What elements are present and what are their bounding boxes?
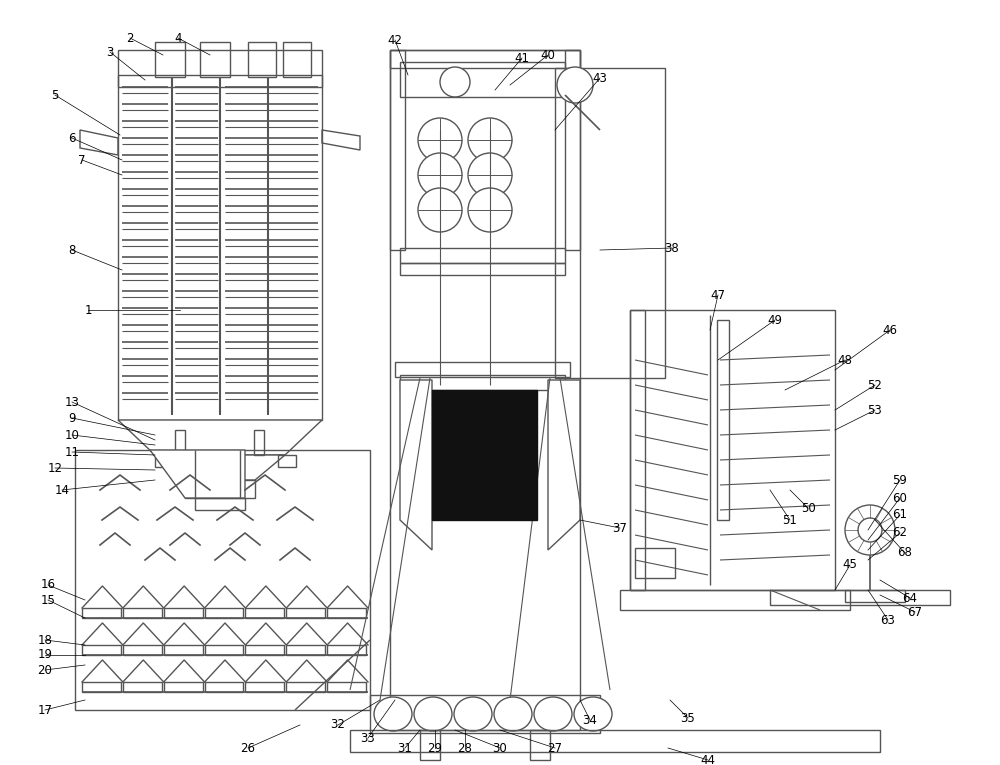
Ellipse shape — [494, 697, 532, 731]
Text: 28: 28 — [458, 741, 472, 754]
Text: 15: 15 — [41, 594, 55, 607]
Text: 3: 3 — [106, 45, 114, 58]
Text: 62: 62 — [893, 526, 908, 539]
Circle shape — [440, 67, 470, 97]
Ellipse shape — [534, 697, 572, 731]
Text: 4: 4 — [174, 31, 182, 44]
Text: 17: 17 — [38, 704, 52, 717]
Text: 1: 1 — [84, 304, 92, 317]
Text: 11: 11 — [64, 445, 80, 458]
Text: 20: 20 — [38, 663, 52, 676]
Text: 30: 30 — [493, 741, 507, 754]
Text: 52: 52 — [868, 379, 882, 392]
Text: 12: 12 — [48, 461, 62, 474]
Text: 68: 68 — [898, 546, 912, 559]
Text: 19: 19 — [38, 649, 52, 662]
Circle shape — [418, 118, 462, 162]
Circle shape — [468, 153, 512, 197]
Text: 34: 34 — [583, 714, 597, 727]
Text: 48: 48 — [838, 353, 852, 366]
Text: 2: 2 — [126, 31, 134, 44]
Text: 42: 42 — [388, 34, 402, 47]
Text: 44: 44 — [700, 754, 716, 765]
Text: 35: 35 — [681, 711, 695, 724]
Text: 47: 47 — [710, 288, 726, 301]
Text: 8: 8 — [68, 243, 76, 256]
Circle shape — [858, 518, 882, 542]
Text: 43: 43 — [593, 71, 607, 84]
Text: 64: 64 — [902, 591, 918, 604]
Text: 40: 40 — [541, 48, 555, 61]
Text: 31: 31 — [398, 741, 412, 754]
Text: 18: 18 — [38, 633, 52, 646]
Text: 5: 5 — [51, 89, 59, 102]
Text: 29: 29 — [428, 741, 442, 754]
Text: 16: 16 — [40, 578, 56, 591]
Text: 49: 49 — [768, 314, 782, 327]
Circle shape — [468, 118, 512, 162]
Text: 32: 32 — [331, 718, 345, 731]
Text: 10: 10 — [65, 428, 79, 441]
Polygon shape — [155, 455, 285, 480]
Text: 59: 59 — [893, 474, 907, 487]
Text: 9: 9 — [68, 412, 76, 425]
Text: 53: 53 — [868, 403, 882, 416]
Text: 67: 67 — [908, 606, 922, 618]
FancyBboxPatch shape — [432, 390, 537, 520]
Text: 27: 27 — [548, 741, 562, 754]
Text: 60: 60 — [893, 491, 907, 504]
Circle shape — [468, 188, 512, 232]
Circle shape — [845, 505, 895, 555]
Text: 38: 38 — [665, 242, 679, 255]
Text: 26: 26 — [240, 741, 256, 754]
Text: 37: 37 — [613, 522, 627, 535]
Ellipse shape — [414, 697, 452, 731]
Text: 46: 46 — [883, 324, 898, 337]
Text: 61: 61 — [893, 509, 908, 522]
Polygon shape — [400, 380, 432, 550]
Polygon shape — [548, 380, 580, 550]
Text: 63: 63 — [881, 614, 895, 627]
Text: 50: 50 — [801, 502, 815, 515]
Ellipse shape — [454, 697, 492, 731]
Ellipse shape — [374, 697, 412, 731]
Circle shape — [557, 67, 593, 103]
Polygon shape — [150, 450, 245, 498]
Text: 45: 45 — [843, 558, 857, 571]
Text: 33: 33 — [361, 731, 375, 744]
Ellipse shape — [574, 697, 612, 731]
Polygon shape — [118, 420, 322, 455]
Text: 14: 14 — [54, 483, 70, 496]
Circle shape — [418, 153, 462, 197]
Text: 7: 7 — [78, 154, 86, 167]
Text: 6: 6 — [68, 132, 76, 145]
Circle shape — [418, 188, 462, 232]
Text: 41: 41 — [514, 51, 530, 64]
Text: 13: 13 — [65, 396, 79, 409]
Text: 51: 51 — [783, 513, 797, 526]
